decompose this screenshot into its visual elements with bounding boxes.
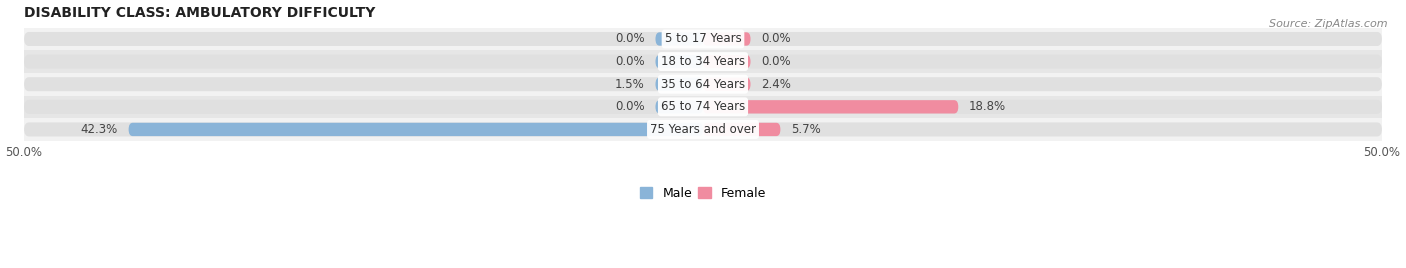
FancyBboxPatch shape bbox=[24, 32, 1382, 46]
FancyBboxPatch shape bbox=[703, 55, 751, 68]
Text: 0.0%: 0.0% bbox=[614, 55, 644, 68]
FancyBboxPatch shape bbox=[24, 77, 1382, 91]
Text: 5.7%: 5.7% bbox=[792, 123, 821, 136]
FancyBboxPatch shape bbox=[24, 55, 1382, 69]
FancyBboxPatch shape bbox=[655, 77, 703, 91]
Text: 75 Years and over: 75 Years and over bbox=[650, 123, 756, 136]
FancyBboxPatch shape bbox=[703, 77, 751, 91]
Text: 1.5%: 1.5% bbox=[614, 78, 644, 91]
Text: 0.0%: 0.0% bbox=[762, 55, 792, 68]
Text: 65 to 74 Years: 65 to 74 Years bbox=[661, 100, 745, 113]
Bar bbox=[24, 28, 1382, 50]
FancyBboxPatch shape bbox=[703, 32, 751, 46]
FancyBboxPatch shape bbox=[655, 55, 703, 68]
FancyBboxPatch shape bbox=[703, 123, 780, 136]
Text: DISABILITY CLASS: AMBULATORY DIFFICULTY: DISABILITY CLASS: AMBULATORY DIFFICULTY bbox=[24, 6, 375, 20]
Text: 18 to 34 Years: 18 to 34 Years bbox=[661, 55, 745, 68]
FancyBboxPatch shape bbox=[128, 123, 703, 136]
Text: 5 to 17 Years: 5 to 17 Years bbox=[665, 32, 741, 46]
FancyBboxPatch shape bbox=[655, 100, 703, 113]
Text: 0.0%: 0.0% bbox=[762, 32, 792, 46]
Text: 2.4%: 2.4% bbox=[762, 78, 792, 91]
Text: 35 to 64 Years: 35 to 64 Years bbox=[661, 78, 745, 91]
Text: 0.0%: 0.0% bbox=[614, 100, 644, 113]
FancyBboxPatch shape bbox=[24, 100, 1382, 114]
FancyBboxPatch shape bbox=[703, 100, 959, 113]
Text: 0.0%: 0.0% bbox=[614, 32, 644, 46]
Bar bbox=[24, 73, 1382, 95]
Bar bbox=[24, 95, 1382, 118]
Legend: Male, Female: Male, Female bbox=[636, 182, 770, 204]
Bar bbox=[24, 50, 1382, 73]
Text: Source: ZipAtlas.com: Source: ZipAtlas.com bbox=[1270, 19, 1388, 29]
Bar bbox=[24, 118, 1382, 141]
FancyBboxPatch shape bbox=[655, 32, 703, 46]
Text: 42.3%: 42.3% bbox=[80, 123, 118, 136]
Text: 18.8%: 18.8% bbox=[969, 100, 1007, 113]
FancyBboxPatch shape bbox=[24, 122, 1382, 136]
